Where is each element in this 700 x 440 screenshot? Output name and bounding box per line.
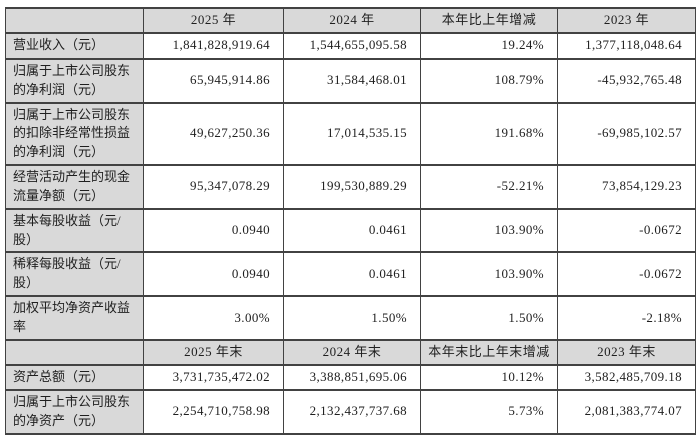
value-2024-end: 3,388,851,695.06 (283, 363, 421, 391)
value-2025: 3.00% (143, 295, 284, 341)
value-end-change: 5.73% (420, 388, 558, 435)
value-2023: -0.0672 (557, 207, 696, 254)
value-2024: 31,584,468.01 (283, 57, 421, 104)
period-end-header-row: 2025 年末 2024 年末 本年末比上年末增减 2023 年末 (5, 338, 696, 366)
value-yoy-change: 191.68% (420, 101, 558, 167)
col-header-2023-end: 2023 年末 (557, 338, 696, 366)
row-label: 加权平均净资产收益率 (5, 295, 144, 341)
col-header-2023: 2023 年 (557, 7, 696, 34)
row-label: 稀释每股收益（元/股） (5, 251, 144, 298)
financial-summary-table: 2025 年 2024 年 本年比上年增减 2023 年 营业收入（元） 1,8… (5, 7, 696, 435)
table-row-diluted-eps: 稀释每股收益（元/股） 0.0940 0.0461 103.90% -0.067… (5, 251, 696, 298)
value-yoy-change: 1.50% (420, 295, 558, 341)
value-2024: 0.0461 (283, 251, 421, 298)
col-header-2024-end: 2024 年末 (283, 338, 421, 366)
row-label: 归属于上市公司股东的净资产（元） (5, 388, 144, 435)
table-row-weighted-avg-roe: 加权平均净资产收益率 3.00% 1.50% 1.50% -2.18% (5, 295, 696, 341)
col-header-2024: 2024 年 (283, 7, 421, 34)
table-row-net-profit-excl-nonrecurring: 归属于上市公司股东的扣除非经常性损益的净利润（元） 49,627,250.36 … (5, 101, 696, 167)
table-row-basic-eps: 基本每股收益（元/股） 0.0940 0.0461 103.90% -0.067… (5, 207, 696, 254)
value-2025: 0.0940 (143, 207, 284, 254)
value-2023: -2.18% (557, 295, 696, 341)
value-end-change: 10.12% (420, 363, 558, 391)
value-2024: 17,014,535.15 (283, 101, 421, 167)
value-2025: 95,347,078.29 (143, 164, 284, 210)
value-2023-end: 3,582,485,709.18 (557, 363, 696, 391)
col-header-2025-end: 2025 年末 (143, 338, 284, 366)
value-2024: 1.50% (283, 295, 421, 341)
table-row-net-assets-attributable: 归属于上市公司股东的净资产（元） 2,254,710,758.98 2,132,… (5, 388, 696, 435)
value-2024: 1,544,655,095.58 (283, 31, 421, 60)
value-yoy-change: -52.21% (420, 164, 558, 210)
value-yoy-change: 103.90% (420, 251, 558, 298)
col-header-end-change: 本年末比上年末增减 (420, 338, 558, 366)
value-2025-end: 2,254,710,758.98 (143, 388, 284, 435)
value-2024: 199,530,889.29 (283, 164, 421, 210)
table-row-operating-cash-flow: 经营活动产生的现金流量净额（元） 95,347,078.29 199,530,8… (5, 164, 696, 210)
table-row-total-assets: 资产总额（元） 3,731,735,472.02 3,388,851,695.0… (5, 363, 696, 391)
row-label: 归属于上市公司股东的扣除非经常性损益的净利润（元） (5, 101, 144, 167)
row-label: 营业收入（元） (5, 31, 144, 60)
value-2025: 49,627,250.36 (143, 101, 284, 167)
value-yoy-change: 108.79% (420, 57, 558, 104)
value-2024-end: 2,132,437,737.68 (283, 388, 421, 435)
value-yoy-change: 19.24% (420, 31, 558, 60)
value-yoy-change: 103.90% (420, 207, 558, 254)
value-2025: 65,945,914.86 (143, 57, 284, 104)
row-label: 归属于上市公司股东的净利润（元） (5, 57, 144, 104)
value-2025: 1,841,828,919.64 (143, 31, 284, 60)
corner-cell (5, 7, 144, 34)
table-row-net-profit-attributable: 归属于上市公司股东的净利润（元） 65,945,914.86 31,584,46… (5, 57, 696, 104)
value-2023: 73,854,129.23 (557, 164, 696, 210)
value-2023: -0.0672 (557, 251, 696, 298)
corner-cell (5, 338, 144, 366)
value-2025-end: 3,731,735,472.02 (143, 363, 284, 391)
value-2023: 1,377,118,048.64 (557, 31, 696, 60)
value-2023: -45,932,765.48 (557, 57, 696, 104)
table-row-operating-revenue: 营业收入（元） 1,841,828,919.64 1,544,655,095.5… (5, 31, 696, 60)
value-2024: 0.0461 (283, 207, 421, 254)
row-label: 基本每股收益（元/股） (5, 207, 144, 254)
row-label: 资产总额（元） (5, 363, 144, 391)
value-2023: -69,985,102.57 (557, 101, 696, 167)
value-2025: 0.0940 (143, 251, 284, 298)
col-header-yoy-change: 本年比上年增减 (420, 7, 558, 34)
annual-header-row: 2025 年 2024 年 本年比上年增减 2023 年 (5, 7, 696, 34)
row-label: 经营活动产生的现金流量净额（元） (5, 164, 144, 210)
col-header-2025: 2025 年 (143, 7, 284, 34)
value-2023-end: 2,081,383,774.07 (557, 388, 696, 435)
